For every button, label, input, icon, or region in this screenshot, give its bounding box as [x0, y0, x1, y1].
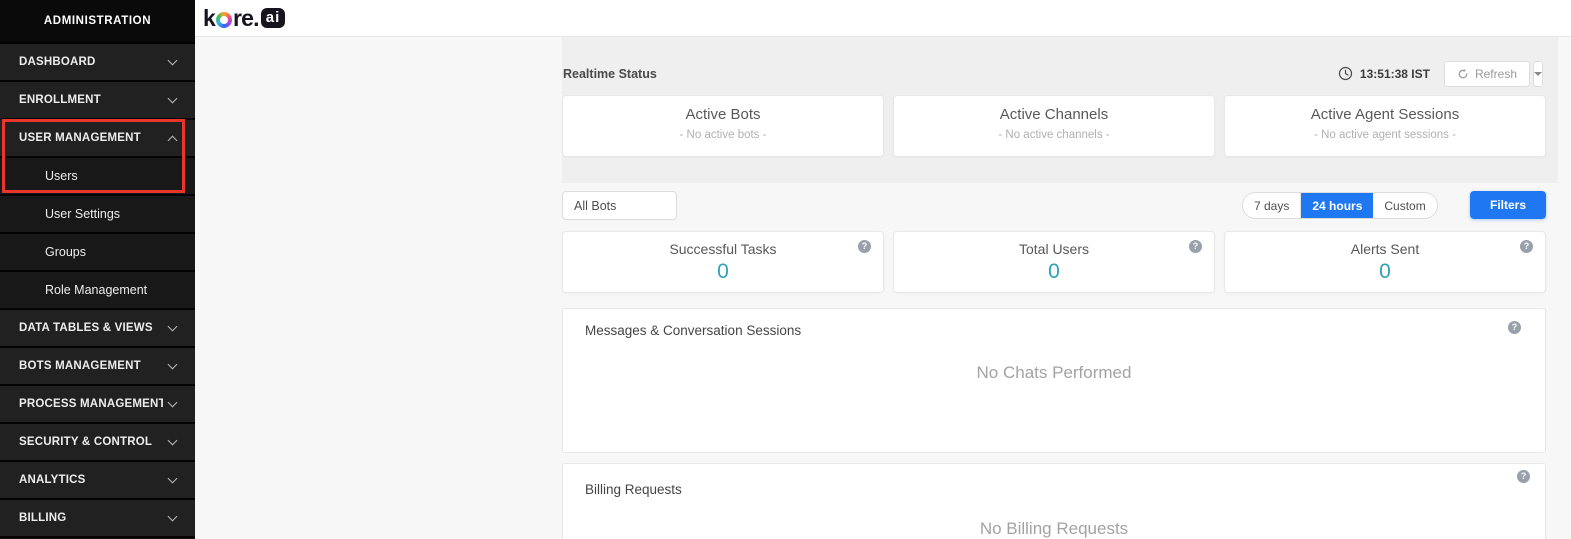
help-icon[interactable]: ?	[1517, 470, 1530, 483]
range-24-hours[interactable]: 24 hours	[1301, 193, 1374, 218]
active-status-cards: Active Bots - No active bots - Active Ch…	[562, 95, 1546, 157]
card-empty-text: - No active agent sessions -	[1314, 129, 1456, 141]
refresh-icon	[1458, 68, 1468, 78]
stat-value: 0	[1048, 260, 1060, 283]
clock-icon	[1338, 66, 1353, 81]
help-icon[interactable]: ?	[858, 240, 871, 253]
kore-logo-ring-icon	[216, 12, 232, 28]
help-icon[interactable]: ?	[1520, 240, 1533, 253]
realtime-status-title: Realtime Status	[563, 67, 657, 81]
sidebar-item-process-management[interactable]: PROCESS MANAGEMENT	[0, 386, 195, 424]
chevron-down-icon	[169, 324, 177, 332]
range-7-days[interactable]: 7 days	[1243, 193, 1302, 218]
filters-button[interactable]: Filters	[1470, 191, 1546, 219]
sidebar-item-enrollment[interactable]: ENROLLMENT	[0, 82, 195, 120]
stat-title: Successful Tasks	[669, 241, 777, 257]
chevron-down-icon	[169, 514, 177, 522]
billing-requests-panel: Billing Requests ? No Billing Requests	[562, 463, 1546, 539]
active-agent-sessions-card: Active Agent Sessions - No active agent …	[1224, 95, 1546, 157]
card-title: Active Channels	[999, 106, 1109, 123]
sidebar-item-role-management[interactable]: Role Management	[0, 272, 195, 310]
total-users-card: Total Users 0 ?	[893, 231, 1215, 293]
empty-state-text: No Chats Performed	[976, 363, 1132, 382]
refresh-button[interactable]: Refresh	[1443, 60, 1530, 87]
messages-conversation-panel: Messages & Conversation Sessions ? No Ch…	[562, 308, 1546, 453]
sidebar-item-bots-management[interactable]: BOTS MANAGEMENT	[0, 348, 195, 386]
bot-selector-value: All Bots	[574, 198, 617, 213]
stat-cards: Successful Tasks 0 ? Total Users 0 ? Ale…	[562, 231, 1546, 293]
topbar: k re . ai	[195, 0, 1571, 37]
sidebar-item-security-control[interactable]: SECURITY & CONTROL	[0, 424, 195, 462]
stat-title: Total Users	[1018, 241, 1090, 257]
stat-title: Alerts Sent	[1350, 241, 1420, 257]
chevron-up-icon	[169, 134, 177, 142]
help-icon[interactable]: ?	[1508, 321, 1521, 334]
sidebar-item-groups[interactable]: Groups	[0, 234, 195, 272]
card-empty-text: - No active bots -	[679, 129, 767, 141]
successful-tasks-card: Successful Tasks 0 ?	[562, 231, 884, 293]
sidebar-item-data-tables-views[interactable]: DATA TABLES & VIEWS	[0, 310, 195, 348]
help-icon[interactable]: ?	[1189, 240, 1202, 253]
card-title: Active Agent Sessions	[1310, 106, 1460, 123]
bot-selector-dropdown[interactable]: All Bots	[562, 191, 677, 220]
panel-title: Messages & Conversation Sessions	[585, 323, 802, 338]
sidebar-item-billing[interactable]: BILLING	[0, 500, 195, 538]
refresh-options-button[interactable]	[1533, 60, 1543, 87]
stat-value: 0	[717, 260, 729, 283]
panel-title: Billing Requests	[585, 482, 682, 497]
ai-badge: ai	[260, 8, 286, 28]
card-title: Active Bots	[685, 106, 761, 123]
chevron-down-icon	[169, 362, 177, 370]
chevron-down-icon	[169, 96, 177, 104]
range-custom[interactable]: Custom	[1373, 193, 1437, 218]
realtime-controls: 13:51:38 IST Refresh	[1338, 60, 1543, 87]
chevron-down-icon	[169, 438, 177, 446]
sidebar-item-user-settings[interactable]: User Settings	[0, 196, 195, 234]
realtime-clock: 13:51:38 IST	[1359, 66, 1430, 81]
card-empty-text: - No active channels -	[998, 129, 1110, 141]
sidebar-item-dashboard[interactable]: DASHBOARD	[0, 44, 195, 82]
date-range-toggle: 7 days 24 hours Custom	[1242, 192, 1438, 219]
sidebar-item-users[interactable]: Users	[0, 158, 195, 196]
sidebar-item-user-management[interactable]: USER MANAGEMENT	[0, 120, 195, 158]
alerts-sent-card: Alerts Sent 0 ?	[1224, 231, 1546, 293]
chevron-down-icon	[1534, 71, 1542, 76]
chevron-down-icon	[169, 400, 177, 408]
chevron-down-icon	[169, 58, 177, 66]
kore-ai-logo[interactable]: k re . ai	[203, 5, 286, 32]
sidebar-item-analytics[interactable]: ANALYTICS	[0, 462, 195, 500]
stat-value: 0	[1379, 260, 1391, 283]
empty-state-text: No Billing Requests	[979, 519, 1129, 538]
active-bots-card: Active Bots - No active bots -	[562, 95, 884, 157]
active-channels-card: Active Channels - No active channels -	[893, 95, 1215, 157]
chevron-down-icon	[169, 476, 177, 484]
sidebar-title: ADMINISTRATION	[0, 0, 195, 44]
refresh-label: Refresh	[1474, 66, 1517, 81]
sidebar: ADMINISTRATION DASHBOARD ENROLLMENT USER…	[0, 0, 195, 539]
